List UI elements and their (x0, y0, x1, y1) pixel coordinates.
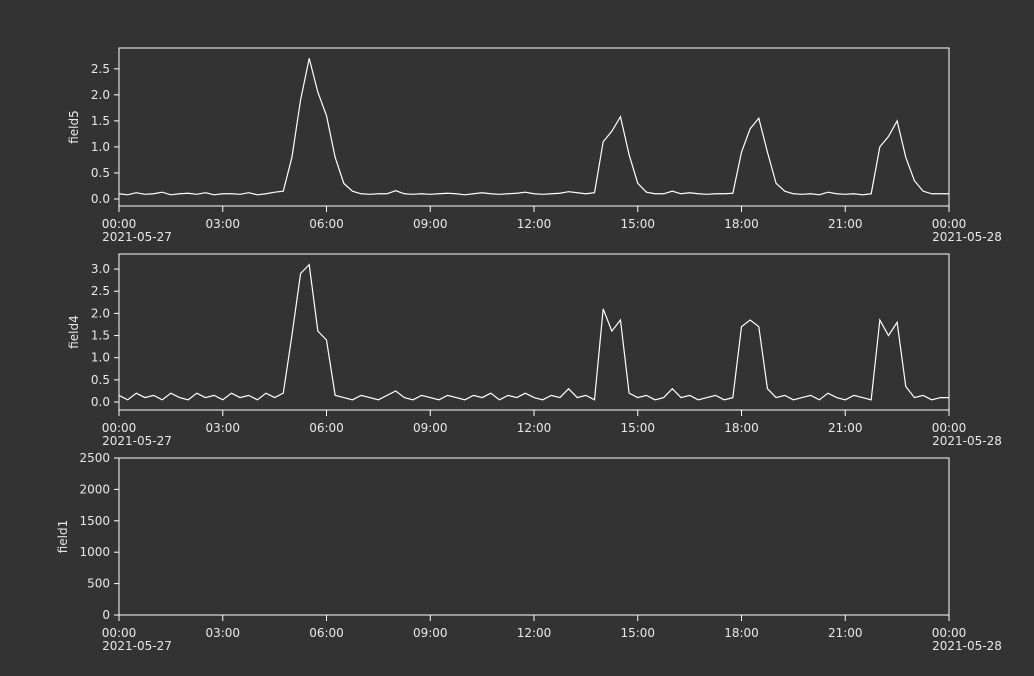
y-tick-label: 1500 (79, 514, 110, 528)
x-tick-label: 21:00 (828, 421, 863, 435)
x-tick-label: 18:00 (724, 421, 759, 435)
y-tick-label: 0.5 (91, 373, 110, 387)
x-tick-label: 03:00 (205, 217, 240, 231)
y-tick-label: 2000 (79, 482, 110, 496)
y-tick-label: 2.0 (91, 306, 110, 320)
x-tick-label: 09:00 (413, 421, 448, 435)
y-tick-label: 2.5 (91, 284, 110, 298)
y-tick-label: 0.0 (91, 192, 110, 206)
y-tick-label: 1.5 (91, 329, 110, 343)
data-line (118, 263, 949, 401)
x-tick-label: 06:00 (309, 626, 344, 640)
y-tick-label: 1000 (79, 545, 110, 559)
x-tick-label: 09:00 (413, 626, 448, 640)
y-tick-label: 3.0 (91, 262, 110, 276)
x-tick-label: 03:00 (205, 421, 240, 435)
x-tick-label: 15:00 (620, 217, 655, 231)
y-axis-label: field5 (67, 110, 81, 144)
x-tick-label: 06:00 (309, 217, 344, 231)
x-tick-label: 00:00 (102, 421, 137, 435)
y-tick-label: 0 (102, 608, 110, 622)
x-tick-label: 12:00 (517, 217, 552, 231)
y-tick-label: 1.0 (91, 351, 110, 365)
x-tick-label: 00:00 (932, 217, 967, 231)
y-tick-label: 2.0 (91, 88, 110, 102)
plot-frame (118, 47, 950, 207)
x-tick-label: 15:00 (620, 626, 655, 640)
x-tick-label: 12:00 (517, 626, 552, 640)
y-axis-label: field1 (56, 520, 70, 554)
y-tick-label: 2.5 (91, 62, 110, 76)
y-tick-label: 500 (87, 577, 110, 591)
x-tick-label: 00:00 (932, 421, 967, 435)
x-tick-date: 2021-05-27 (102, 230, 172, 244)
y-tick-label: 0.0 (91, 395, 110, 409)
x-tick-label: 00:00 (102, 626, 137, 640)
y-tick-label: 2500 (79, 451, 110, 465)
x-tick-label: 00:00 (932, 626, 967, 640)
x-tick-label: 18:00 (724, 626, 759, 640)
y-tick-label: 1.5 (91, 114, 110, 128)
plot-frame (118, 253, 950, 411)
x-tick-label: 12:00 (517, 421, 552, 435)
x-tick-label: 06:00 (309, 421, 344, 435)
y-tick-label: 0.5 (91, 166, 110, 180)
x-tick-date: 2021-05-28 (932, 434, 1002, 448)
y-axis-label: field4 (67, 315, 81, 349)
x-tick-date: 2021-05-27 (102, 434, 172, 448)
x-tick-label: 18:00 (724, 217, 759, 231)
x-tick-date: 2021-05-28 (932, 230, 1002, 244)
x-tick-label: 00:00 (102, 217, 137, 231)
x-tick-label: 03:00 (205, 626, 240, 640)
x-tick-label: 21:00 (828, 217, 863, 231)
x-tick-date: 2021-05-28 (932, 639, 1002, 653)
plot-frame (118, 457, 950, 616)
x-tick-label: 21:00 (828, 626, 863, 640)
x-tick-label: 15:00 (620, 421, 655, 435)
x-tick-label: 09:00 (413, 217, 448, 231)
data-line (118, 58, 949, 196)
x-tick-date: 2021-05-27 (102, 639, 172, 653)
y-tick-label: 1.0 (91, 140, 110, 154)
